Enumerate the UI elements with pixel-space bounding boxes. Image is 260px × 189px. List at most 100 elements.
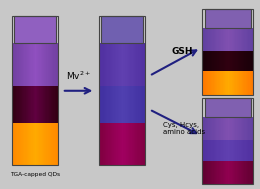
Bar (202, 71, 203, 94)
Bar (226, 28, 228, 51)
Bar (234, 28, 236, 51)
Bar (128, 43, 129, 86)
Bar (250, 140, 251, 160)
Bar (136, 43, 137, 86)
Bar (132, 43, 133, 86)
Bar (118, 86, 119, 122)
Bar (44, 86, 45, 122)
Bar (139, 86, 140, 122)
Bar (202, 51, 203, 71)
Bar (217, 28, 219, 51)
Bar (209, 71, 210, 94)
Bar (141, 43, 142, 86)
Bar (128, 86, 129, 122)
Bar (132, 122, 133, 165)
Bar (139, 122, 140, 165)
Text: TGA-capped QDs: TGA-capped QDs (10, 172, 60, 177)
Bar (210, 51, 211, 71)
Bar (116, 86, 118, 122)
Bar (140, 122, 141, 165)
Bar (140, 43, 141, 86)
Bar (21, 43, 22, 86)
Bar (100, 122, 101, 165)
Bar (116, 43, 118, 86)
Bar (124, 122, 125, 165)
Bar (216, 28, 217, 51)
Bar (101, 122, 103, 165)
Bar (120, 86, 121, 122)
Bar (217, 140, 219, 160)
Bar (34, 122, 35, 165)
Bar (126, 122, 127, 165)
Bar (238, 117, 239, 140)
Bar (230, 160, 232, 184)
Bar (246, 160, 247, 184)
Bar (142, 86, 143, 122)
Bar (205, 98, 251, 117)
Bar (38, 43, 40, 86)
Bar (226, 117, 228, 140)
Bar (209, 51, 210, 71)
Bar (16, 122, 17, 165)
Bar (124, 86, 125, 122)
Bar (135, 43, 136, 86)
Bar (220, 117, 221, 140)
Bar (223, 51, 224, 71)
Bar (99, 122, 100, 165)
Bar (250, 28, 251, 51)
Bar (57, 86, 58, 122)
Bar (40, 122, 41, 165)
Bar (242, 28, 243, 51)
Bar (240, 51, 242, 71)
Bar (105, 122, 106, 165)
Bar (251, 28, 252, 51)
Bar (37, 122, 38, 165)
Bar (28, 43, 29, 86)
Bar (211, 140, 212, 160)
Bar (34, 86, 35, 122)
Bar (212, 140, 214, 160)
Bar (21, 86, 22, 122)
Bar (14, 43, 15, 86)
Bar (233, 51, 234, 71)
Bar (121, 86, 122, 122)
Bar (248, 160, 250, 184)
Bar (240, 28, 242, 51)
Bar (246, 28, 247, 51)
Bar (224, 140, 225, 160)
Bar (104, 86, 105, 122)
Bar (248, 71, 250, 94)
Bar (219, 71, 220, 94)
Bar (247, 28, 248, 51)
Bar (45, 43, 46, 86)
Bar (205, 9, 251, 28)
Bar (50, 122, 51, 165)
Bar (230, 71, 232, 94)
Bar (215, 71, 216, 94)
Bar (244, 51, 246, 71)
Bar (135, 86, 136, 122)
Bar (130, 43, 132, 86)
Bar (41, 122, 42, 165)
Bar (243, 51, 244, 71)
Bar (246, 117, 247, 140)
Bar (230, 140, 232, 160)
Bar (229, 51, 230, 71)
Bar (124, 43, 125, 86)
Bar (104, 43, 105, 86)
Bar (12, 122, 13, 165)
Bar (225, 117, 226, 140)
Bar (225, 71, 226, 94)
Bar (242, 51, 243, 71)
Bar (133, 122, 134, 165)
Bar (234, 71, 236, 94)
Bar (14, 122, 15, 165)
Bar (252, 160, 254, 184)
Bar (202, 98, 254, 184)
Bar (228, 117, 229, 140)
Bar (216, 51, 217, 71)
Bar (106, 43, 107, 86)
Bar (237, 71, 238, 94)
Bar (243, 28, 244, 51)
Bar (27, 43, 28, 86)
